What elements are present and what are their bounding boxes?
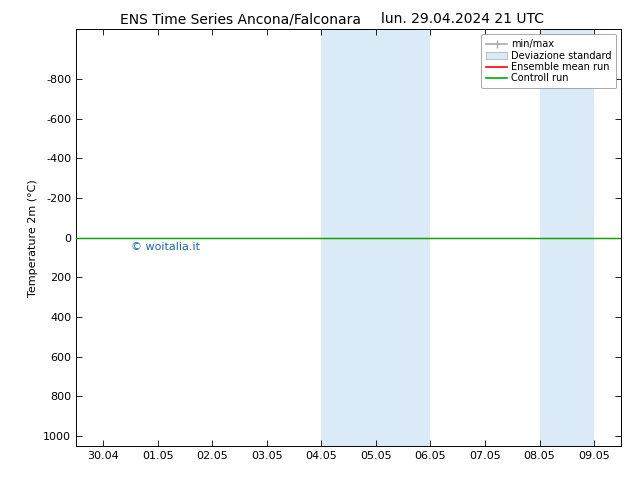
- Text: lun. 29.04.2024 21 UTC: lun. 29.04.2024 21 UTC: [381, 12, 545, 26]
- Text: © woitalia.it: © woitalia.it: [131, 242, 200, 252]
- Legend: min/max, Deviazione standard, Ensemble mean run, Controll run: min/max, Deviazione standard, Ensemble m…: [481, 34, 616, 88]
- Y-axis label: Temperature 2m (°C): Temperature 2m (°C): [28, 179, 37, 296]
- Bar: [540, 29, 594, 446]
- Text: ENS Time Series Ancona/Falconara: ENS Time Series Ancona/Falconara: [120, 12, 361, 26]
- Bar: [376, 29, 430, 446]
- Bar: [321, 29, 376, 446]
